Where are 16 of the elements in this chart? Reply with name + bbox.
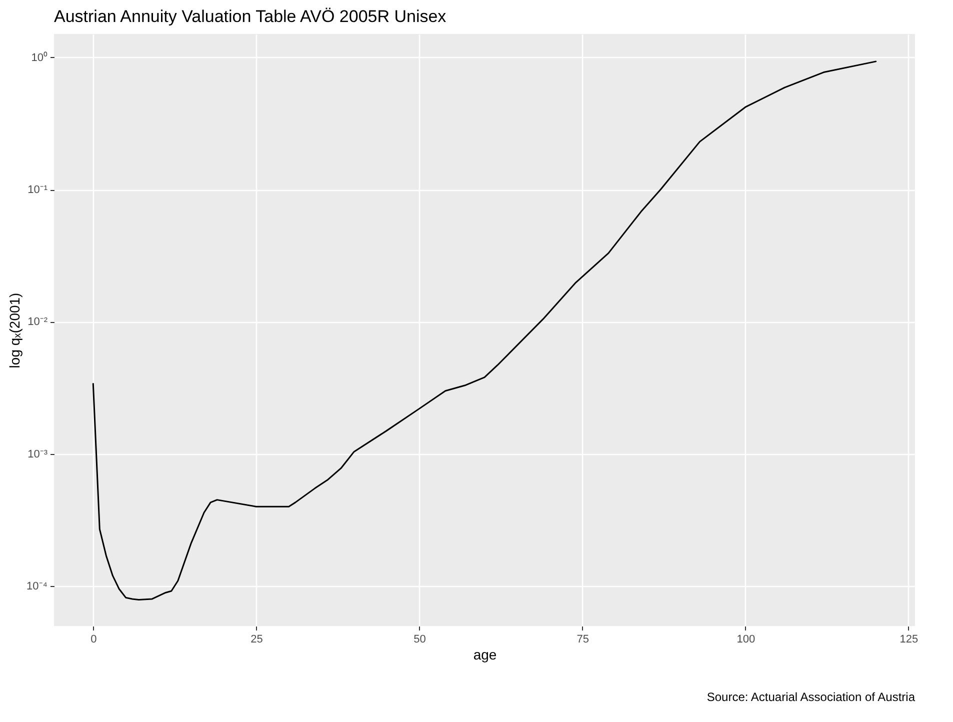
chart-title: Austrian Annuity Valuation Table AVÖ 2005R Unisex <box>54 7 447 26</box>
x-tick-label: 100 <box>736 634 756 646</box>
y-tick-label: 10⁻³ <box>28 448 48 460</box>
y-tick-label: 10⁻⁴ <box>26 580 48 593</box>
x-tick-label: 125 <box>900 634 918 646</box>
y-tick-label: 10⁰ <box>31 50 48 64</box>
line-series <box>92 60 877 600</box>
y-axis-title: log qₓ(2001) <box>6 292 23 368</box>
x-tick-label: 25 <box>250 634 263 646</box>
x-tick-label: 75 <box>576 634 589 646</box>
x-tick-label: 0 <box>90 634 97 646</box>
y-tick-label: 10⁻¹ <box>28 184 48 196</box>
source-note: Source: Actuarial Association of Austria <box>706 690 916 704</box>
y-tick-label: 10⁻² <box>28 316 48 328</box>
x-tick-label: 50 <box>414 634 426 646</box>
x-axis-title: age <box>473 646 497 662</box>
